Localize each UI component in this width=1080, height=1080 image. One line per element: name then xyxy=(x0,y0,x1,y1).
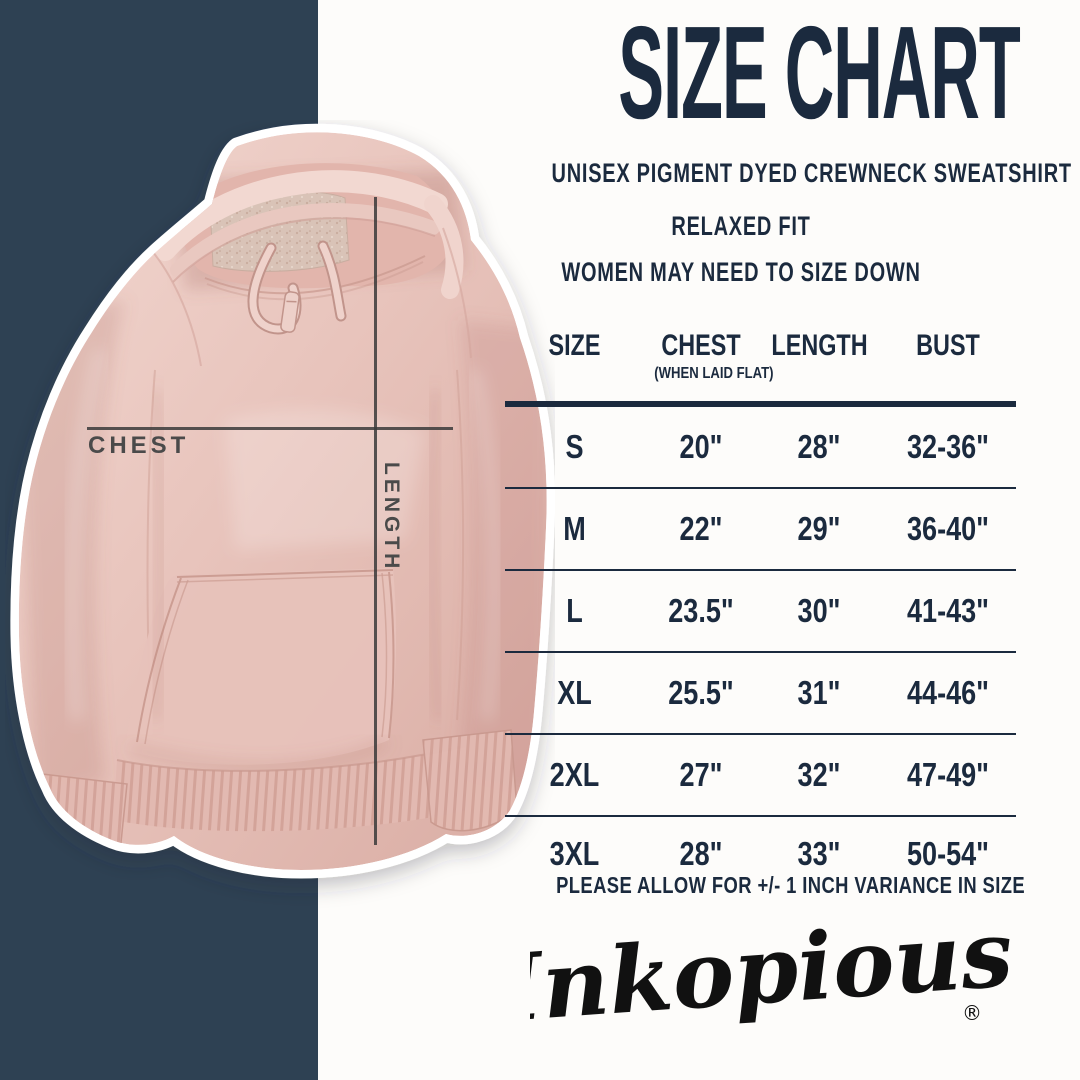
chest-value: 22" xyxy=(679,510,723,547)
chest-column-sublabel: (WHEN LAID FLAT) xyxy=(654,365,774,382)
bust-value: 44-46" xyxy=(906,674,990,711)
length-value: 28" xyxy=(797,428,841,465)
column-header-chest: CHEST (WHEN LAID FLAT) xyxy=(654,329,774,382)
size-value: L xyxy=(566,592,583,629)
table-row-xl: XL 25.5" 31" 44-46" xyxy=(505,653,1016,735)
chest-value: 27" xyxy=(679,756,723,793)
subtitle-sizing-advice: WOMEN MAY NEED TO SIZE DOWN xyxy=(561,257,921,287)
length-measure-line xyxy=(374,197,377,845)
size-value: S xyxy=(565,428,584,465)
length-value: 31" xyxy=(797,674,841,711)
size-value: M xyxy=(563,510,586,547)
chest-value: 28" xyxy=(679,835,723,872)
size-value: 3XL xyxy=(549,835,600,872)
chest-value: 23.5" xyxy=(668,592,734,629)
length-measure-label: LENGTH xyxy=(380,462,403,573)
bust-value: 32-36" xyxy=(906,428,990,465)
column-header-length: LENGTH xyxy=(771,329,868,362)
brand-logo: Inkopious ® xyxy=(530,908,1010,1043)
variance-note: PLEASE ALLOW FOR +/- 1 INCH VARIANCE IN … xyxy=(556,872,1026,898)
size-table: SIZE CHEST (WHEN LAID FLAT) LENGTH BUST … xyxy=(505,323,1016,891)
bust-value: 36-40" xyxy=(906,510,990,547)
bust-value: 47-49" xyxy=(906,756,990,793)
bust-value: 41-43" xyxy=(906,592,990,629)
chest-value: 20" xyxy=(679,428,723,465)
length-value: 30" xyxy=(797,592,841,629)
bust-value: 50-54" xyxy=(906,835,990,872)
table-row-s: S 20" 28" 32-36" xyxy=(505,407,1016,489)
subtitle-fit: RELAXED FIT xyxy=(671,211,811,241)
size-value: 2XL xyxy=(549,756,600,793)
subtitle-product: UNISEX PIGMENT DYED CREWNECK SWEATSHIRT xyxy=(551,158,1072,188)
hoodie-product-photo xyxy=(5,120,555,955)
registered-trademark-mark: ® xyxy=(962,1001,982,1025)
chest-measure-label: CHEST xyxy=(88,432,190,459)
size-value: XL xyxy=(557,674,592,711)
table-row-2xl: 2XL 27" 32" 47-49" xyxy=(505,735,1016,817)
length-value: 32" xyxy=(797,756,841,793)
column-header-bust: BUST xyxy=(916,329,980,362)
size-table-header-row: SIZE CHEST (WHEN LAID FLAT) LENGTH BUST xyxy=(505,323,1016,407)
column-header-size: SIZE xyxy=(548,329,601,362)
table-row-l: L 23.5" 30" 41-43" xyxy=(505,571,1016,653)
table-row-3xl: 3XL 28" 33" 50-54" xyxy=(505,817,1016,891)
chest-value: 25.5" xyxy=(668,674,734,711)
page-title: SIZE CHART xyxy=(618,0,1020,146)
length-value: 33" xyxy=(797,835,841,872)
table-row-m: M 22" 29" 36-40" xyxy=(505,489,1016,571)
chest-measure-line xyxy=(87,427,453,430)
length-value: 29" xyxy=(797,510,841,547)
brand-logo-text: Inkopious xyxy=(530,908,1010,1043)
